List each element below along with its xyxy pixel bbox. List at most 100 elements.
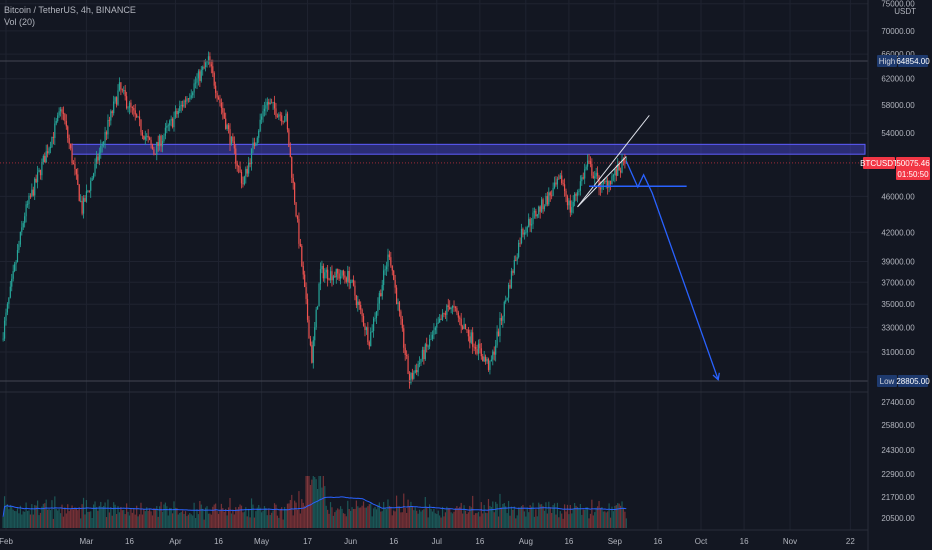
candle-body bbox=[317, 306, 319, 310]
x-tick-label: 16 bbox=[740, 537, 749, 546]
volume-bar bbox=[519, 507, 521, 528]
candle-body bbox=[11, 278, 13, 287]
volume-bar bbox=[502, 503, 504, 528]
resistance-zone-box[interactable] bbox=[71, 143, 866, 155]
x-tick-label: 22 bbox=[846, 537, 855, 546]
candle-body bbox=[543, 206, 546, 210]
volume-bar bbox=[322, 476, 324, 528]
candle-body bbox=[57, 115, 59, 122]
candle-body bbox=[472, 332, 474, 347]
projection-path[interactable] bbox=[625, 160, 719, 380]
candle-body bbox=[77, 174, 79, 185]
candle-body bbox=[607, 180, 609, 188]
volume-bar bbox=[26, 510, 29, 528]
time-axis[interactable]: Feb Mar 16 Apr 16 May 17 Jun 16 Jul 16 Aug 16 Sep 16 Oc… bbox=[0, 537, 855, 546]
volume-bar bbox=[148, 509, 151, 528]
candle-body bbox=[403, 328, 405, 348]
volume-bar bbox=[134, 514, 136, 528]
candle-body bbox=[118, 82, 121, 91]
wedge-upper-line[interactable] bbox=[577, 115, 650, 208]
volume-bar bbox=[164, 502, 166, 528]
x-tick-label: Oct bbox=[695, 537, 708, 546]
volume-bar bbox=[212, 506, 214, 528]
candle-body bbox=[487, 359, 490, 370]
candle-body bbox=[159, 135, 161, 147]
volume-bar bbox=[265, 508, 267, 528]
symbol-title[interactable]: Bitcoin / TetherUS, 4h, BINANCE bbox=[4, 5, 136, 15]
candle-body bbox=[338, 273, 340, 279]
y-tick-label: 75000.00 bbox=[881, 0, 915, 9]
volume-bar bbox=[563, 504, 566, 528]
svg-text:28805.00: 28805.00 bbox=[896, 377, 930, 386]
candle-body bbox=[222, 107, 224, 113]
volume-bar bbox=[561, 513, 563, 528]
volume-bar bbox=[210, 514, 212, 528]
volume-bar bbox=[146, 507, 148, 528]
volume-bar bbox=[81, 504, 83, 528]
x-tick-label: 16 bbox=[125, 537, 134, 546]
candle-body bbox=[479, 343, 481, 349]
candle-body bbox=[90, 180, 92, 191]
candle-body bbox=[54, 123, 56, 138]
volume-bar bbox=[532, 502, 534, 528]
candle-body bbox=[398, 302, 401, 312]
candle-body bbox=[344, 275, 346, 278]
volume-bar bbox=[196, 509, 198, 528]
volume-bar bbox=[476, 513, 478, 528]
candle-body bbox=[107, 119, 109, 135]
volume-bar bbox=[140, 502, 142, 528]
volume-bar bbox=[108, 512, 110, 528]
wedge-lower-line[interactable] bbox=[577, 156, 627, 208]
volume-bar bbox=[341, 508, 343, 528]
candle-body bbox=[273, 101, 276, 109]
volume-bar bbox=[321, 487, 323, 528]
candle-body bbox=[450, 308, 452, 310]
candle-body bbox=[397, 302, 399, 304]
candle-body bbox=[318, 283, 320, 307]
volume-bar bbox=[186, 516, 188, 528]
volume-indicator-title[interactable]: Vol (20) bbox=[4, 17, 36, 27]
candle-body bbox=[229, 129, 231, 145]
x-tick-label: 16 bbox=[564, 537, 573, 546]
candles bbox=[2, 51, 627, 389]
candle-body bbox=[558, 178, 560, 180]
candle-body bbox=[561, 175, 563, 184]
volume-bar bbox=[192, 515, 194, 528]
volume-bar bbox=[528, 512, 530, 528]
candle-body bbox=[263, 108, 266, 112]
volume-bar bbox=[130, 508, 132, 528]
candle-body bbox=[269, 102, 271, 105]
volume-bar bbox=[85, 500, 88, 528]
candle-body bbox=[358, 301, 360, 305]
volume-bar bbox=[552, 505, 554, 528]
volume-bar bbox=[486, 513, 488, 528]
volume-bar bbox=[387, 499, 389, 528]
volume-bar bbox=[614, 506, 616, 528]
volume-bar bbox=[209, 513, 211, 528]
candle-body bbox=[497, 331, 500, 337]
volume-bar bbox=[31, 504, 33, 528]
candle-body bbox=[311, 345, 313, 363]
volume-bar bbox=[238, 506, 240, 528]
volume-bar bbox=[436, 513, 438, 528]
volume-bar bbox=[429, 504, 431, 528]
volume-bar bbox=[115, 514, 118, 528]
candle-body bbox=[440, 318, 442, 320]
candle-body bbox=[532, 212, 534, 225]
candle-body bbox=[81, 200, 83, 214]
volume-bar bbox=[469, 505, 471, 528]
x-tick-label: Jun bbox=[344, 537, 357, 546]
volume-bar bbox=[611, 506, 613, 528]
candle-body bbox=[309, 338, 312, 346]
candle-body bbox=[430, 338, 432, 340]
volume-bar bbox=[262, 510, 264, 528]
candle-body bbox=[305, 287, 307, 299]
volume-bar bbox=[351, 507, 353, 528]
candle-body bbox=[591, 164, 593, 176]
candle-body bbox=[232, 136, 234, 142]
candle-body bbox=[133, 108, 135, 111]
volume-bar bbox=[45, 499, 47, 528]
volume-bar bbox=[197, 514, 200, 528]
